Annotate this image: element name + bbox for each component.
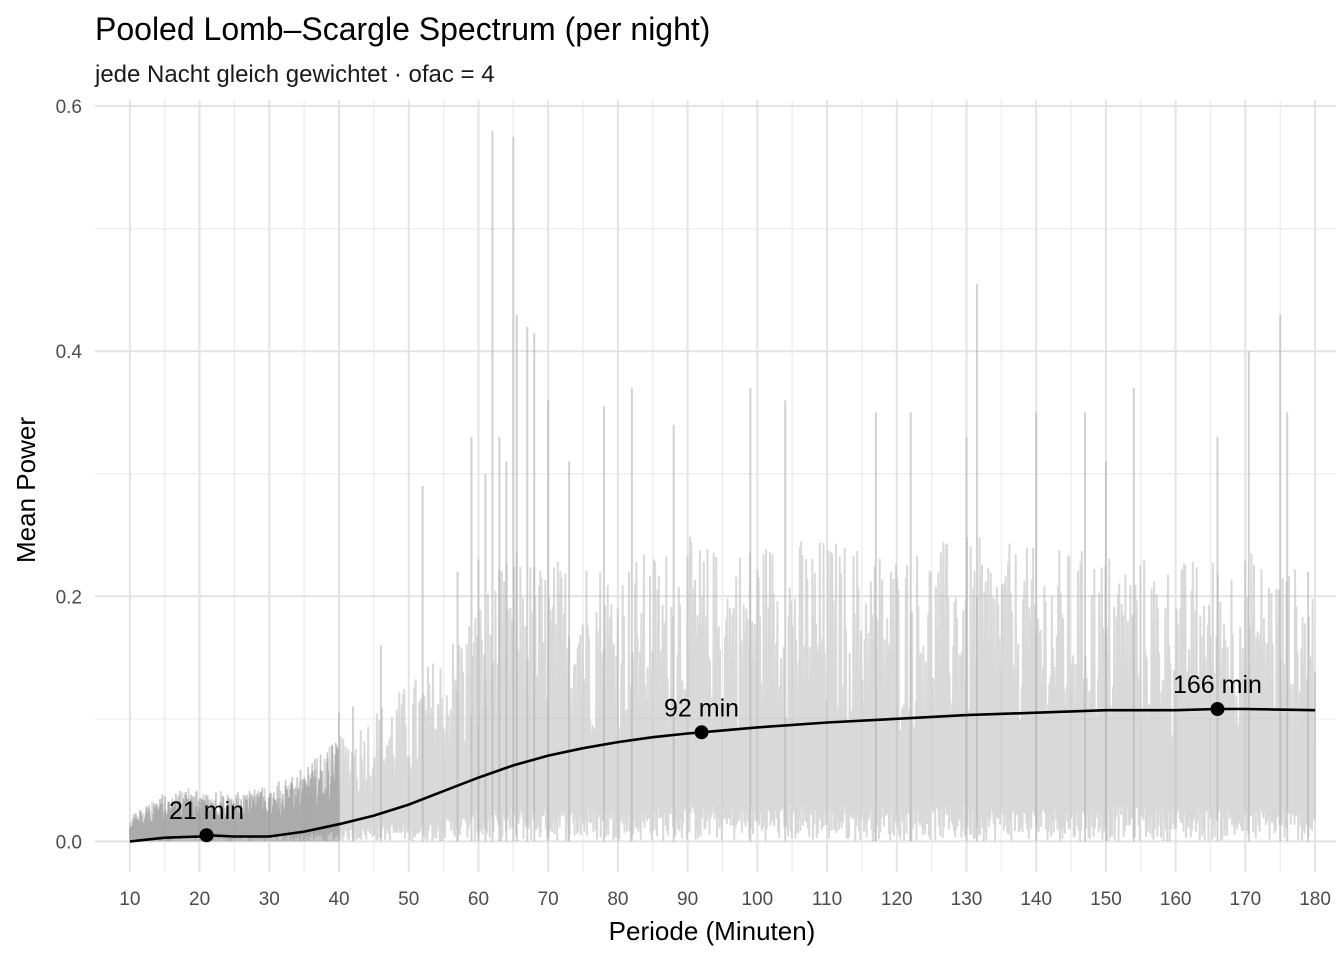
x-tick-label: 130 [951,889,983,910]
y-axis-title: Mean Power [11,417,41,563]
peak-label: 92 min [664,694,739,722]
peak-marker [1210,702,1225,717]
y-tick-label: 0.2 [56,587,82,608]
peak-markers: 21 min 92 min 166 min [169,671,1262,843]
x-tick-label: 20 [189,889,210,910]
y-axis-tick-labels: 0.0 0.2 0.4 0.6 [56,97,83,853]
x-tick-label: 170 [1230,889,1262,910]
x-tick-label: 120 [881,889,913,910]
x-tick-label: 80 [607,889,628,910]
y-tick-label: 0.4 [56,342,83,363]
x-axis-tick-labels: 10 20 30 40 50 60 70 80 90 100 110 120 130 140 150 160 1… [119,889,1331,910]
x-tick-label: 50 [398,889,419,910]
smoothed-mean-series [129,707,1316,843]
x-tick-label: 40 [328,889,349,910]
peak-marker [199,828,214,843]
peak-label: 21 min [169,797,244,825]
raw-spectrum-trace [128,536,1317,842]
x-tick-label: 140 [1020,889,1052,910]
peak-label: 166 min [1173,671,1262,699]
chart-subtitle: jede Nacht gleich gewichtet · ofac = 4 [94,61,495,88]
chart-title: Pooled Lomb–Scargle Spectrum (per night) [95,11,710,47]
x-tick-label: 110 [812,889,842,910]
raw-spectrum-dense-trace [129,742,340,842]
x-axis-title: Periode (Minuten) [609,916,816,946]
x-tick-label: 90 [677,889,698,910]
raw-spectrum-series [128,130,1317,842]
x-tick-label: 60 [468,889,489,910]
x-tick-label: 160 [1160,889,1192,910]
x-tick-label: 70 [538,889,559,910]
x-tick-label: 30 [259,889,280,910]
x-tick-label: 100 [741,889,773,910]
x-tick-label: 180 [1299,889,1331,910]
x-tick-label: 10 [119,889,140,910]
y-tick-label: 0.0 [56,832,82,853]
x-tick-label: 150 [1090,889,1122,910]
y-tick-label: 0.6 [56,97,82,118]
peak-marker [694,725,709,740]
smoothed-mean-line [129,707,1316,843]
